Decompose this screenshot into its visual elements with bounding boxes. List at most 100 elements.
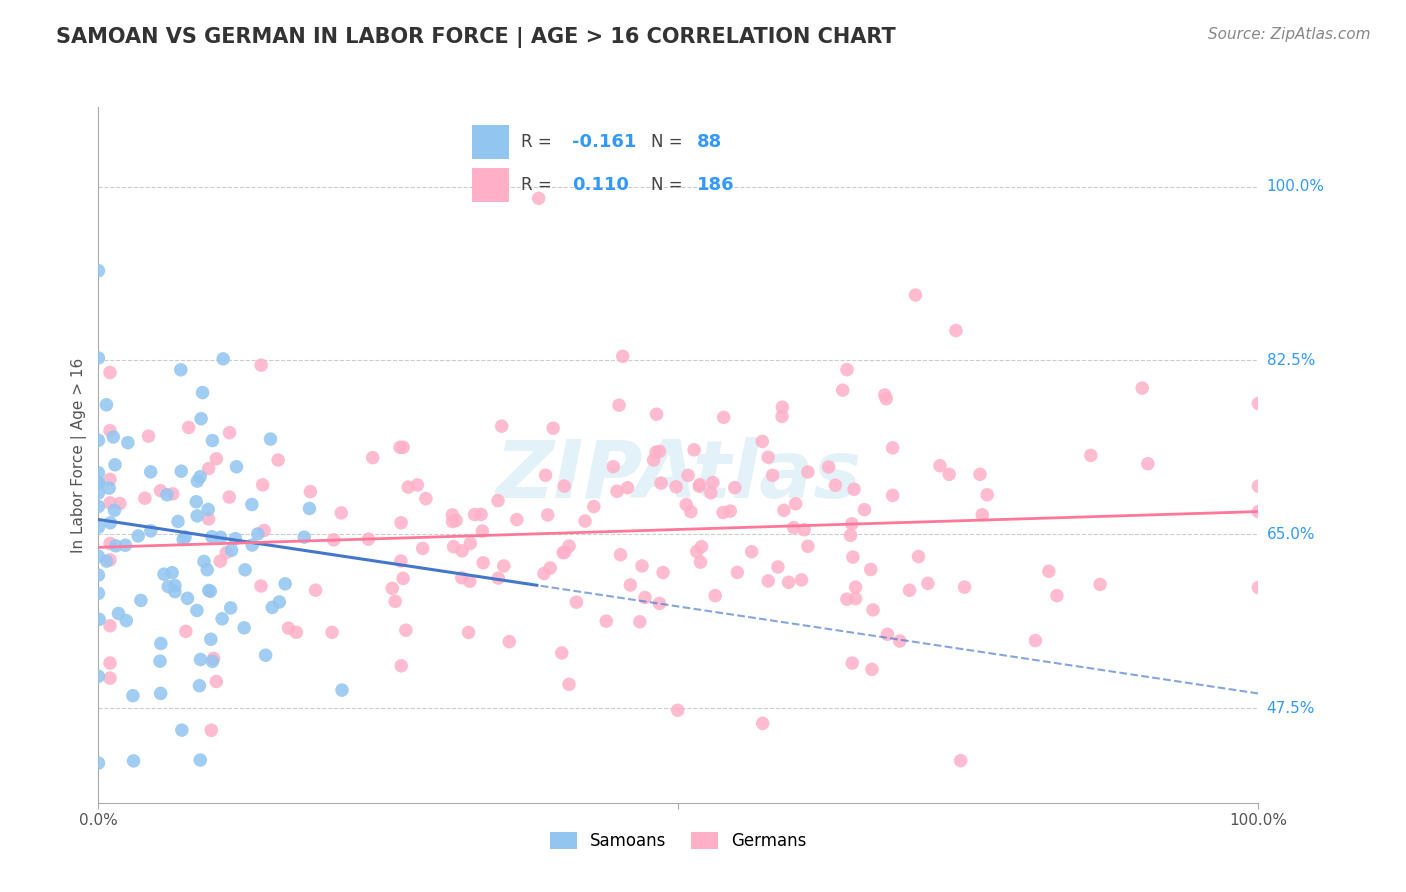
Point <box>87 756 110 770</box>
Point <box>628 615 651 629</box>
Point <box>381 582 404 596</box>
Point <box>153 567 176 582</box>
Point <box>98 656 121 670</box>
Point <box>186 508 208 523</box>
Point <box>246 527 269 541</box>
Point <box>197 512 219 526</box>
Point <box>254 648 277 663</box>
Point <box>98 671 121 685</box>
Point <box>221 543 243 558</box>
Point <box>553 546 575 560</box>
Point <box>240 498 263 512</box>
Point <box>533 566 555 581</box>
Point <box>103 503 125 517</box>
Point <box>675 498 697 512</box>
Point <box>200 723 222 738</box>
Point <box>679 505 702 519</box>
Point <box>190 411 212 425</box>
Point <box>177 420 200 434</box>
Point <box>98 472 121 486</box>
Point <box>191 385 214 400</box>
Point <box>551 646 574 660</box>
Point <box>299 484 322 499</box>
Point <box>104 458 127 472</box>
Point <box>689 477 711 491</box>
Point <box>98 619 121 633</box>
Point <box>115 614 138 628</box>
Point <box>195 563 218 577</box>
Point <box>384 594 406 608</box>
Point <box>188 469 211 483</box>
Point <box>824 478 846 492</box>
Point <box>541 421 564 435</box>
Point <box>907 549 929 564</box>
Point <box>619 578 641 592</box>
Point <box>486 571 509 585</box>
Point <box>1088 577 1111 591</box>
Point <box>686 544 709 558</box>
Point <box>186 494 208 508</box>
Point <box>929 458 952 473</box>
Point <box>170 464 193 478</box>
Point <box>486 493 509 508</box>
Point <box>149 654 172 668</box>
Point <box>972 508 994 522</box>
Point <box>389 440 412 454</box>
Point <box>225 459 247 474</box>
Y-axis label: In Labor Force | Age > 16: In Labor Force | Age > 16 <box>72 358 87 552</box>
Point <box>844 591 866 606</box>
Point <box>87 351 110 365</box>
Point <box>492 558 515 573</box>
Point <box>917 576 939 591</box>
Point <box>87 475 110 490</box>
Point <box>170 363 193 377</box>
Point <box>292 530 315 544</box>
Point <box>215 546 238 560</box>
Point <box>666 703 689 717</box>
Point <box>201 654 224 668</box>
Point <box>443 540 465 554</box>
Point <box>322 533 344 547</box>
Point <box>558 677 581 691</box>
Point <box>882 441 904 455</box>
Point <box>98 366 121 380</box>
Point <box>149 483 172 498</box>
Point <box>689 555 711 569</box>
Point <box>205 674 228 689</box>
Point <box>233 621 256 635</box>
Point <box>761 468 783 483</box>
Point <box>321 625 343 640</box>
Point <box>724 481 747 495</box>
Point <box>389 658 412 673</box>
Point <box>756 574 779 588</box>
Point <box>396 480 419 494</box>
Point <box>89 612 111 626</box>
Point <box>389 516 412 530</box>
Point <box>969 467 991 482</box>
Point <box>565 595 588 609</box>
Point <box>1038 564 1060 578</box>
Text: Source: ZipAtlas.com: Source: ZipAtlas.com <box>1208 27 1371 42</box>
Point <box>751 716 773 731</box>
Point <box>389 554 412 568</box>
Point <box>1024 633 1046 648</box>
Point <box>298 501 321 516</box>
Point <box>285 625 308 640</box>
Point <box>835 592 858 607</box>
Point <box>953 580 976 594</box>
Point <box>87 475 110 490</box>
Point <box>793 523 815 537</box>
Point <box>162 487 184 501</box>
Point <box>457 625 479 640</box>
Legend: Samoans, Germans: Samoans, Germans <box>543 826 814 857</box>
Point <box>357 532 380 546</box>
Point <box>444 513 467 527</box>
Point <box>163 584 186 599</box>
Point <box>188 753 211 767</box>
Point <box>534 468 557 483</box>
Point <box>751 434 773 449</box>
Point <box>304 583 326 598</box>
Point <box>1247 505 1270 519</box>
Point <box>842 483 865 497</box>
Point <box>122 689 145 703</box>
